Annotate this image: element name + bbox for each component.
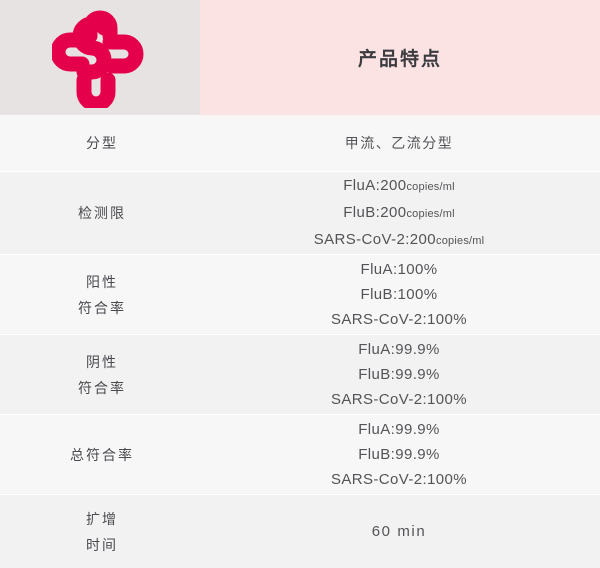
row-label-cell: 阴性 符合率 [0,335,200,414]
row-value-unit: copies/ml [406,180,455,193]
row-value: FluB:99.9% [358,366,440,383]
table-row: 阴性 符合率 FluA:99.9% FluB:99.9% SARS-CoV-2:… [0,335,600,415]
row-label-cell: 分型 [0,115,200,171]
row-label: 符合率 [78,299,126,316]
table-header: 产品特点 [0,0,600,115]
row-value-cell: FluA:99.9% FluB:99.9% SARS-CoV-2:100% [200,415,600,494]
row-value-cell: FluA:100% FluB:100% SARS-CoV-2:100% [200,255,600,334]
row-value: FluB:100% [360,286,438,303]
row-label: 阴性 [86,353,118,370]
row-value-cell: FluA:99.9% FluB:99.9% SARS-CoV-2:100% [200,335,600,414]
row-label: 时间 [86,536,118,553]
row-value-unit: copies/ml [436,234,485,247]
row-value: SARS-CoV-2:100% [330,471,468,488]
row-value-unit: copies/ml [406,207,455,220]
header-title-cell: 产品特点 [200,0,600,115]
row-value: FluA:99.9% [358,421,440,438]
table-row: 阳性 符合率 FluA:100% FluB:100% SARS-CoV-2:10… [0,255,600,335]
row-value-main: SARS-CoV-2:200 [313,230,437,248]
row-label: 分型 [86,135,118,151]
row-value: 甲流、乙流分型 [344,134,454,151]
row-label: 总符合率 [70,446,134,463]
row-label-cell: 检测限 [0,172,200,254]
row-value-cell: 60 min [200,495,600,568]
row-label: 检测限 [78,205,126,221]
row-label: 符合率 [78,379,126,396]
row-label: 扩增 [86,510,118,527]
row-value: FluA:99.9% [358,341,440,358]
logo-cell [0,0,200,115]
row-value: FluA:200copies/ml [343,173,455,200]
row-label-cell: 总符合率 [0,415,200,494]
row-value: FluB:99.9% [358,446,440,463]
row-value-cell: 甲流、乙流分型 [200,115,600,171]
row-value-main: FluA:200 [343,176,407,194]
page-title: 产品特点 [357,49,442,70]
row-value: SARS-CoV-2:100% [330,391,468,408]
row-label: 阳性 [86,273,118,290]
table-row: 检测限 FluA:200copies/ml FluB:200copies/ml … [0,172,600,255]
row-value: FluB:200copies/ml [343,200,455,227]
row-value: FluA:100% [360,261,438,278]
row-label-cell: 扩增 时间 [0,495,200,568]
row-value: SARS-CoV-2:200copies/ml [314,227,485,254]
table-row: 扩增 时间 60 min [0,495,600,568]
table-row: 总符合率 FluA:99.9% FluB:99.9% SARS-CoV-2:10… [0,415,600,495]
row-label-cell: 阳性 符合率 [0,255,200,334]
company-cross-s-logo-icon [50,8,148,111]
row-value-main: FluB:200 [343,203,407,221]
row-value: 60 min [371,523,427,540]
row-value: SARS-CoV-2:100% [330,311,468,328]
row-value-cell: FluA:200copies/ml FluB:200copies/ml SARS… [200,172,600,254]
table-row: 分型 甲流、乙流分型 [0,115,600,172]
